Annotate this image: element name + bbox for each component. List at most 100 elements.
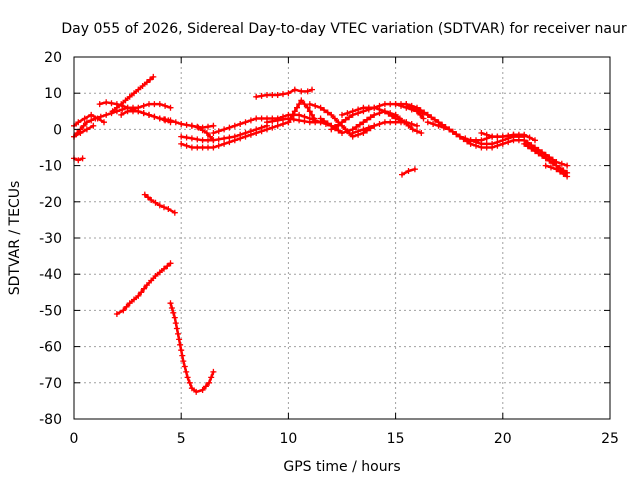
- data-point: [164, 263, 171, 270]
- data-point: [183, 142, 190, 149]
- data-point: [118, 111, 125, 118]
- series-arc-30: [478, 130, 538, 144]
- data-point: [88, 117, 95, 124]
- data-point: [328, 111, 335, 118]
- data-point: [546, 157, 553, 164]
- y-tick-label: -30: [39, 231, 62, 247]
- data-point: [103, 111, 110, 118]
- data-point: [113, 311, 120, 317]
- data-point: [532, 148, 538, 155]
- data-point: [371, 111, 378, 118]
- series-trace: [115, 262, 172, 316]
- data-point: [409, 126, 416, 133]
- data-point: [542, 155, 549, 162]
- y-tick-label: -60: [39, 340, 62, 356]
- data-point: [387, 119, 394, 126]
- data-point: [94, 115, 101, 122]
- data-point: [306, 108, 313, 115]
- data-point: [162, 102, 169, 109]
- data-point: [126, 93, 133, 100]
- series-arc-13: [178, 122, 270, 144]
- data-point: [557, 168, 563, 175]
- data-point: [269, 124, 276, 131]
- data-point: [152, 273, 159, 279]
- series-arc-11: [156, 115, 217, 131]
- data-point: [289, 111, 296, 118]
- data-point: [176, 336, 183, 343]
- data-point: [306, 101, 313, 108]
- data-point: [401, 119, 408, 126]
- data-point: [365, 104, 372, 111]
- data-point: [304, 104, 311, 111]
- data-point: [172, 119, 179, 126]
- data-point: [564, 162, 571, 169]
- data-point: [542, 162, 549, 169]
- data-point: [424, 119, 431, 126]
- data-point: [103, 99, 110, 106]
- data-point: [414, 104, 420, 111]
- data-point: [258, 92, 265, 99]
- data-point: [360, 104, 367, 111]
- data-point: [405, 168, 412, 174]
- data-point: [535, 150, 542, 157]
- data-point: [424, 111, 431, 118]
- data-point: [206, 379, 213, 386]
- data-point: [75, 119, 82, 126]
- data-point: [431, 116, 438, 123]
- data-point: [371, 122, 378, 129]
- data-point: [183, 134, 190, 141]
- chart-title: Day 055 of 2026, Sidereal Day-to-day VTE…: [61, 21, 627, 37]
- data-point: [367, 114, 374, 121]
- series-trace: [169, 301, 215, 394]
- data-point: [172, 320, 179, 327]
- data-point: [411, 166, 418, 173]
- data-point: [449, 128, 456, 135]
- data-point: [120, 307, 127, 314]
- data-point: [75, 157, 82, 164]
- data-point: [381, 108, 388, 115]
- data-point: [280, 116, 286, 123]
- data-point: [321, 107, 328, 114]
- data-point: [141, 285, 147, 292]
- series-arc-10: [167, 300, 217, 395]
- data-point: [188, 385, 195, 392]
- data-point: [381, 101, 388, 108]
- data-point: [414, 122, 420, 129]
- data-point: [247, 128, 254, 135]
- data-point: [489, 133, 496, 140]
- data-point: [521, 131, 528, 138]
- y-tick-label: -80: [39, 412, 62, 428]
- data-point: [221, 140, 228, 147]
- data-point: [205, 137, 211, 144]
- data-point: [296, 111, 303, 118]
- data-point: [226, 124, 233, 131]
- data-point: [143, 79, 150, 86]
- data-point: [398, 101, 404, 108]
- data-point: [171, 314, 178, 321]
- data-point: [199, 127, 206, 134]
- series-arc-09: [113, 260, 174, 317]
- data-point: [339, 111, 345, 118]
- data-point: [135, 108, 142, 115]
- data-point: [150, 73, 157, 80]
- data-point: [83, 119, 90, 126]
- series-trace: [72, 124, 95, 138]
- x-tick-label: 15: [387, 431, 405, 447]
- data-point: [371, 104, 378, 111]
- x-tick-labels: 0 5 10 15 20 25: [70, 431, 619, 447]
- data-point: [499, 133, 506, 140]
- data-point: [365, 124, 372, 131]
- data-point: [526, 134, 533, 141]
- data-point: [304, 88, 311, 95]
- series-arc-06: [109, 73, 157, 115]
- data-point: [309, 86, 315, 93]
- data-point: [168, 305, 175, 311]
- data-point: [294, 104, 300, 111]
- data-point: [269, 118, 276, 125]
- data-point: [456, 133, 463, 140]
- data-point: [478, 130, 485, 136]
- data-point: [360, 126, 367, 133]
- data-point: [247, 117, 254, 124]
- data-point: [203, 130, 210, 136]
